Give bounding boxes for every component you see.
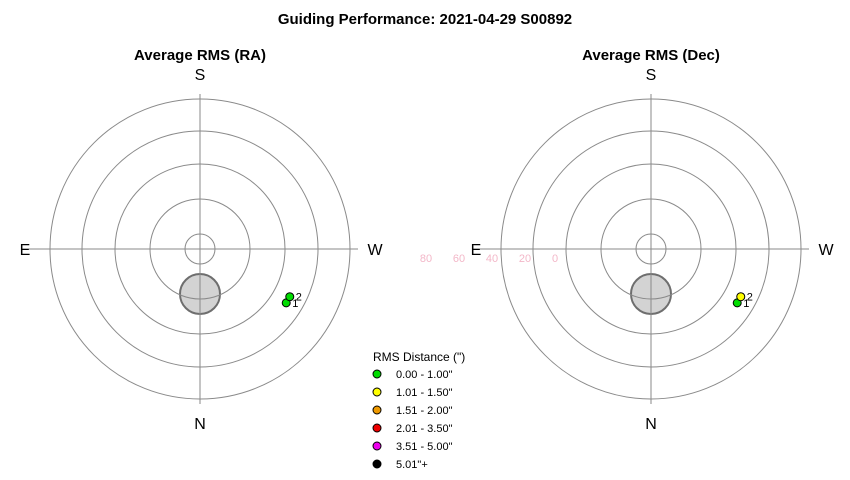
polar-panel-ra: Average RMS (RA) 80 60 40 20 0 S N E W 12 (20, 47, 558, 433)
data-point-label: 1 (292, 298, 298, 310)
legend-item-label: 1.01 - 1.50" (396, 387, 453, 399)
panel-title: Average RMS (Dec) (582, 47, 720, 64)
radial-tick-label: 0 (552, 253, 558, 265)
radial-tick-label: 80 (420, 253, 432, 265)
legend-swatch (372, 423, 382, 433)
data-point-label: 2 (747, 292, 753, 304)
compass-west: W (367, 242, 383, 259)
legend-item-label: 2.01 - 3.50" (396, 423, 453, 435)
legend-swatch (372, 369, 382, 379)
legend-item-label: 5.01"+ (396, 459, 428, 471)
figure-title: Guiding Performance: 2021-04-29 S00892 (278, 11, 572, 28)
compass-east: E (471, 242, 482, 259)
legend-swatch (372, 441, 382, 451)
compass-north: N (645, 416, 657, 433)
data-point-2 (736, 292, 746, 302)
legend-title: RMS Distance (") (373, 350, 465, 364)
compass-east: E (20, 242, 31, 259)
data-point-label: 2 (296, 292, 302, 304)
compass-north: N (194, 416, 206, 433)
data-point-2 (285, 292, 295, 302)
legend-swatch (372, 387, 382, 397)
compass-south: S (646, 67, 657, 84)
legend: RMS Distance (") 0.00 - 1.00" 1.01 - 1.50"… (372, 350, 465, 471)
panel-title: Average RMS (RA) (134, 47, 266, 64)
radial-tick-label: 60 (453, 253, 465, 265)
radial-tick-label: 40 (486, 253, 498, 265)
legend-item-label: 0.00 - 1.00" (396, 369, 453, 381)
radial-tick-label: 20 (519, 253, 531, 265)
legend-swatch (372, 459, 382, 469)
legend-item-label: 1.51 - 2.00" (396, 405, 453, 417)
legend-swatch (372, 405, 382, 415)
legend-item-label: 3.51 - 5.00" (396, 441, 453, 453)
compass-south: S (195, 67, 206, 84)
data-point-label: 1 (743, 298, 749, 310)
compass-west: W (818, 242, 834, 259)
